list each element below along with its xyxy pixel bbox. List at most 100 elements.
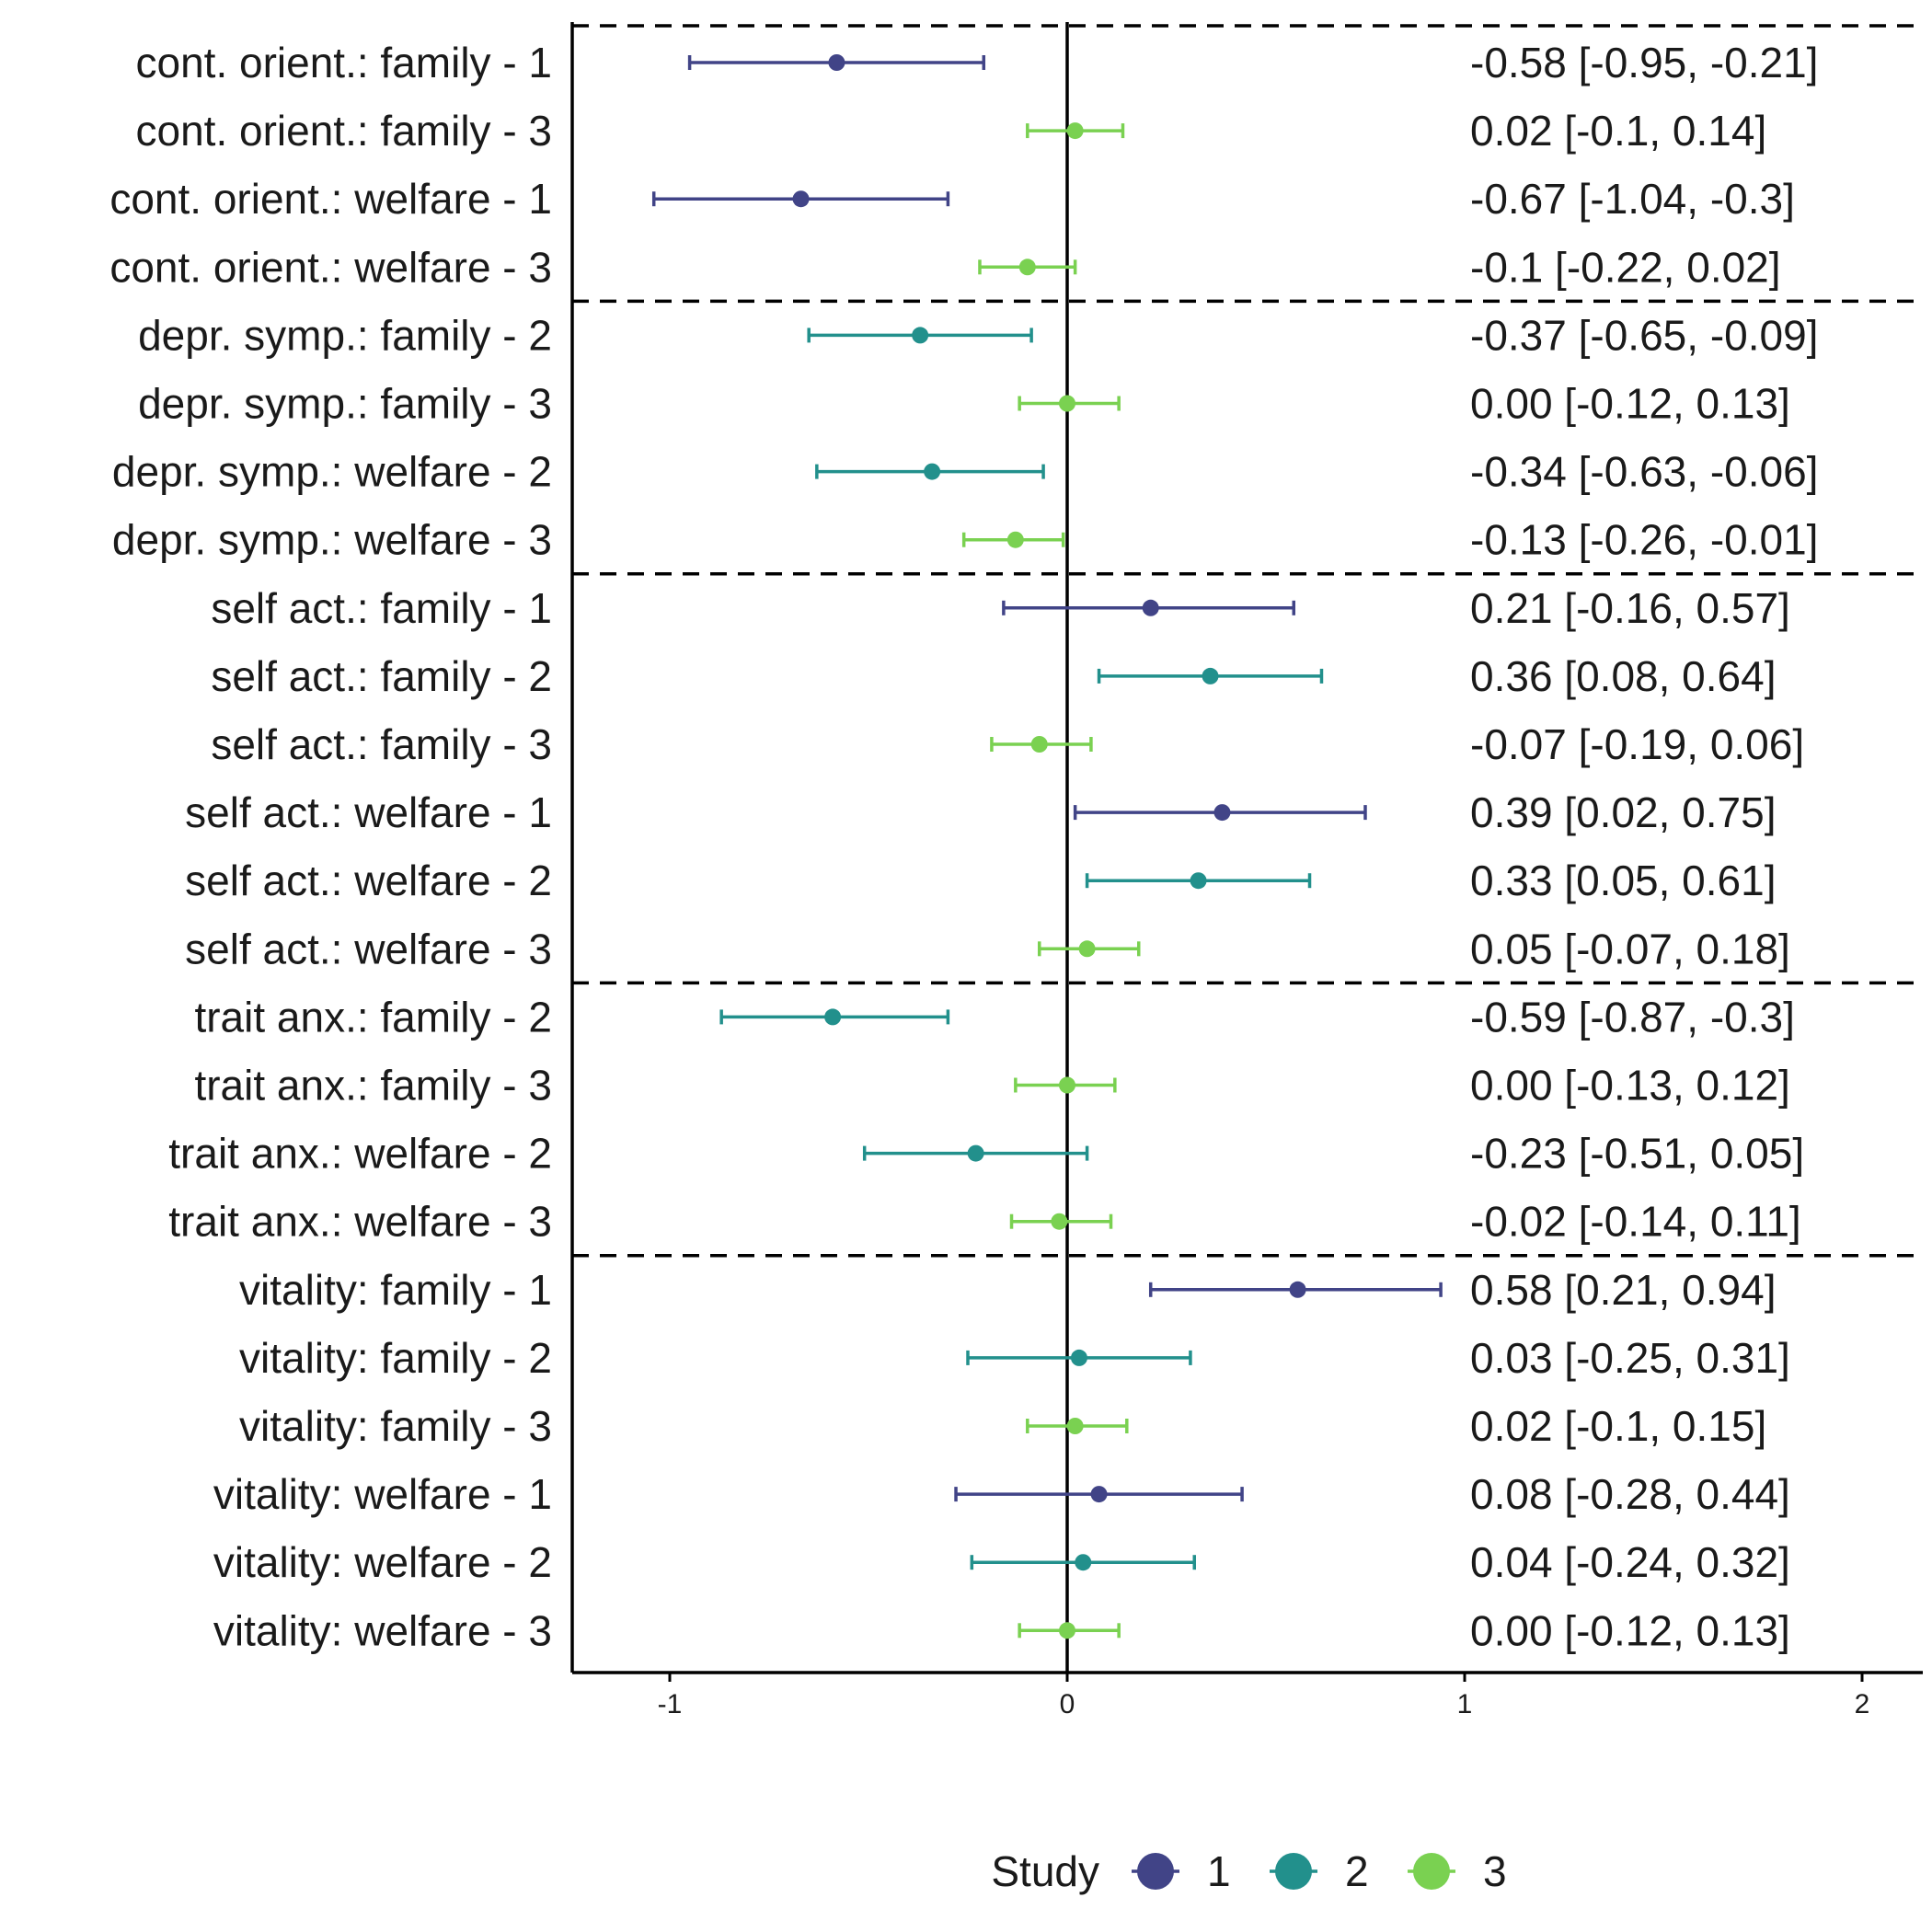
x-axis-ticks: -1 0 1 2 <box>658 1673 1869 1719</box>
forest-row <box>1026 1418 1129 1434</box>
estimate-label: 0.00 [-0.12, 0.13] <box>1470 380 1790 428</box>
estimate-label: 0.00 [-0.13, 0.12] <box>1470 1062 1790 1110</box>
estimate-point <box>924 463 941 480</box>
forest-row <box>978 259 1077 276</box>
estimate-label: 0.33 [0.05, 0.61] <box>1470 857 1777 904</box>
estimate-point <box>1018 259 1036 276</box>
row-label: self act.: family - 2 <box>211 652 552 700</box>
forest-row <box>1026 122 1125 140</box>
forest-row <box>807 327 1033 344</box>
forest-row <box>862 1144 1089 1162</box>
forest-row <box>1148 1281 1443 1298</box>
estimate-label: 0.00 [-0.12, 0.13] <box>1470 1606 1790 1654</box>
estimate-label: -0.34 [-0.63, -0.06] <box>1470 448 1818 496</box>
estimate-label: 0.21 [-0.16, 0.57] <box>1470 584 1790 632</box>
legend-key-point <box>1137 1853 1174 1890</box>
estimate-point <box>912 327 929 344</box>
row-label: vitality: welfare - 3 <box>213 1606 552 1654</box>
row-label: trait anx.: family - 2 <box>194 993 552 1041</box>
legend-key-point <box>1413 1853 1450 1890</box>
forest-row <box>990 736 1093 753</box>
forest-row <box>1038 940 1141 958</box>
row-label: depr. symp.: family - 3 <box>138 380 552 428</box>
estimate-label: -0.07 [-0.19, 0.06] <box>1470 720 1804 768</box>
forest-row <box>1073 804 1367 822</box>
estimate-label: -0.02 [-0.14, 0.11] <box>1470 1198 1801 1246</box>
estimate-point <box>1090 1486 1108 1503</box>
legend-entry-label: 2 <box>1345 1847 1369 1895</box>
group-separators <box>572 24 1923 1258</box>
row-label: vitality: welfare - 2 <box>213 1538 552 1586</box>
estimate-labels: -0.58 [-0.95, -0.21] 0.02 [-0.1, 0.14] -0.… <box>1470 39 1818 1654</box>
estimate-point <box>1190 872 1207 890</box>
x-tick-label: 1 <box>1457 1689 1473 1719</box>
estimate-point <box>1006 531 1024 548</box>
row-label: cont. orient.: family - 3 <box>136 107 553 155</box>
legend-entry-1: 1 <box>1132 1847 1231 1895</box>
rows <box>651 54 1443 1639</box>
estimate-point <box>1142 599 1159 616</box>
row-label: trait anx.: welfare - 2 <box>168 1130 552 1178</box>
estimate-point <box>1059 395 1075 412</box>
row-label: trait anx.: welfare - 3 <box>168 1198 552 1246</box>
row-label: vitality: welfare - 1 <box>213 1470 552 1518</box>
row-label: self act.: family - 3 <box>211 720 552 768</box>
row-label: depr. symp.: welfare - 2 <box>112 448 552 496</box>
forest-row <box>966 1349 1192 1366</box>
estimate-label: -0.13 [-0.26, -0.01] <box>1470 516 1818 564</box>
forest-row <box>1097 667 1324 684</box>
row-label: self act.: family - 1 <box>211 584 552 632</box>
legend: Study 1 2 3 <box>991 1847 1506 1895</box>
estimate-label: 0.04 [-0.24, 0.32] <box>1470 1538 1790 1586</box>
estimate-label: 0.39 [0.02, 0.75] <box>1470 788 1777 836</box>
forest-row <box>651 190 950 208</box>
row-labels: cont. orient.: family - 1 cont. orient.: … <box>109 39 552 1654</box>
row-label: depr. symp.: welfare - 3 <box>112 516 552 564</box>
estimate-point <box>1059 1076 1075 1094</box>
legend-entry-3: 3 <box>1408 1847 1507 1895</box>
row-label: vitality: family - 2 <box>239 1334 552 1382</box>
row-label: depr. symp.: family - 2 <box>138 311 552 359</box>
estimate-point <box>1030 736 1048 753</box>
estimate-label: 0.05 [-0.07, 0.18] <box>1470 925 1790 972</box>
estimate-point <box>1289 1281 1306 1298</box>
estimate-label: 0.58 [0.21, 0.94] <box>1470 1266 1777 1314</box>
estimate-point <box>1213 804 1231 822</box>
forest-row <box>970 1554 1196 1571</box>
axes <box>570 22 1923 1674</box>
row-label: cont. orient.: family - 1 <box>136 39 553 86</box>
legend-entry-2: 2 <box>1270 1847 1369 1895</box>
forest-row <box>1009 1213 1113 1230</box>
legend-entry-label: 1 <box>1207 1847 1231 1895</box>
estimate-label: 0.02 [-0.1, 0.14] <box>1470 107 1766 155</box>
estimate-point <box>1078 940 1096 958</box>
estimate-point <box>1075 1554 1092 1571</box>
row-label: vitality: family - 3 <box>239 1402 552 1450</box>
row-label: self act.: welfare - 1 <box>185 788 552 836</box>
legend-title: Study <box>991 1847 1099 1895</box>
row-label: self act.: welfare - 3 <box>185 925 552 972</box>
forest-row <box>954 1486 1244 1503</box>
estimate-point <box>1066 122 1084 140</box>
forest-row <box>815 463 1045 480</box>
estimate-label: 0.02 [-0.1, 0.15] <box>1470 1402 1766 1450</box>
estimate-label: -0.59 [-0.87, -0.3] <box>1470 993 1795 1041</box>
estimate-label: -0.37 [-0.65, -0.09] <box>1470 311 1818 359</box>
row-label: cont. orient.: welfare - 1 <box>109 175 552 223</box>
estimate-label: 0.08 [-0.28, 0.44] <box>1470 1470 1790 1518</box>
estimate-point <box>792 190 810 208</box>
estimate-label: -0.23 [-0.51, 0.05] <box>1470 1130 1804 1178</box>
legend-key-point <box>1275 1853 1312 1890</box>
estimate-label: -0.67 [-1.04, -0.3] <box>1470 175 1795 223</box>
forest-row <box>719 1008 950 1026</box>
forest-row <box>1085 872 1312 890</box>
row-label: trait anx.: family - 3 <box>194 1062 552 1110</box>
forest-row <box>1018 1622 1121 1639</box>
forest-row <box>687 54 986 71</box>
row-label: cont. orient.: welfare - 3 <box>109 243 552 291</box>
legend-entry-label: 3 <box>1483 1847 1507 1895</box>
row-label: self act.: welfare - 2 <box>185 857 552 904</box>
x-tick-label: 0 <box>1060 1689 1075 1719</box>
estimate-point <box>967 1144 984 1162</box>
